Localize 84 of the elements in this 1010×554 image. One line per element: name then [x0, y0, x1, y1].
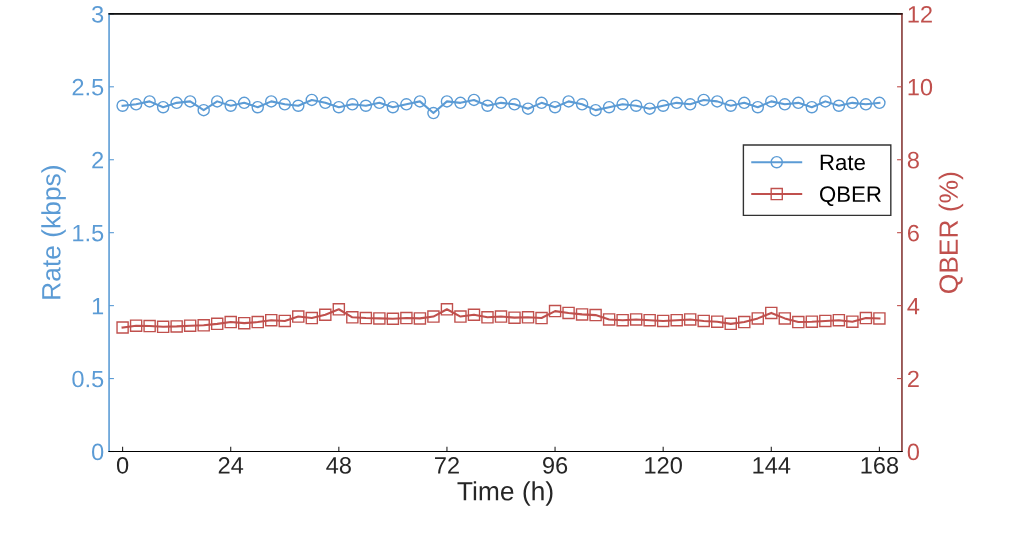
y-tick-label: 1.5: [73, 224, 104, 242]
point: [873, 312, 886, 325]
y-tick-label: 1: [92, 297, 104, 315]
point: [278, 314, 292, 328]
point: [373, 312, 386, 325]
point: [467, 308, 481, 321]
point: [386, 312, 400, 326]
point: [521, 311, 535, 324]
y2-tick-label: 10: [908, 78, 933, 96]
legend-label: Rate: [820, 154, 865, 171]
y2-tick-label: 2: [907, 370, 919, 388]
point: [508, 311, 521, 324]
point: [332, 303, 346, 316]
point: [170, 320, 183, 333]
y2-tick-label: 8: [907, 151, 919, 169]
point: [643, 313, 656, 327]
y-axis-title: Rate (kbps): [41, 166, 66, 299]
point: [548, 304, 562, 318]
point: [481, 311, 494, 324]
point: [697, 314, 710, 328]
point: [265, 313, 278, 327]
point: [602, 313, 616, 326]
point: [237, 316, 251, 330]
point: [629, 313, 643, 326]
x-tick-label: 72: [435, 456, 459, 474]
point: [454, 310, 467, 323]
y-tick-label: 0: [92, 443, 104, 461]
x-tick-label: 48: [326, 456, 351, 474]
y2-tick-label: 12: [908, 5, 932, 23]
x-tick-label: 144: [753, 457, 791, 474]
point: [494, 310, 508, 323]
y2-axis-title: QBER (%): [938, 172, 964, 294]
point: [413, 312, 427, 325]
point: [319, 308, 332, 321]
y2-tick-label: 4: [907, 297, 920, 315]
point: [656, 314, 670, 328]
point: [562, 306, 575, 320]
point: [535, 311, 548, 325]
point: [765, 306, 778, 320]
point: [819, 314, 832, 328]
point: [846, 315, 859, 328]
point: [156, 320, 170, 334]
y2-tick-label: 6: [907, 224, 919, 242]
y-tick-label: 2: [92, 151, 104, 169]
legend-label: QBER: [820, 186, 881, 207]
point: [251, 315, 264, 329]
y-tick-label: 2.5: [72, 78, 104, 96]
y-tick-label: 3: [91, 5, 104, 23]
point: [670, 313, 683, 327]
point: [116, 321, 129, 334]
point: [859, 311, 873, 325]
x-tick-label: 96: [543, 456, 568, 474]
x-tick-label: 168: [861, 456, 899, 474]
point: [210, 317, 224, 331]
point: [738, 315, 751, 329]
point: [143, 319, 156, 333]
point: [710, 315, 724, 328]
y-tick-label: 0.5: [72, 370, 104, 388]
y2-tick-label: 0: [907, 443, 919, 461]
point: [346, 311, 359, 324]
point: [778, 312, 792, 325]
point: [183, 319, 197, 332]
point: [792, 315, 805, 329]
x-axis-title: Time (h): [457, 481, 553, 506]
x-tick-label: 120: [645, 456, 682, 474]
point: [805, 315, 819, 328]
point: [197, 319, 210, 332]
point: [292, 310, 305, 323]
point: [427, 310, 440, 323]
x-tick-label: 24: [218, 456, 244, 474]
point: [400, 311, 413, 325]
point: [751, 312, 765, 325]
point: [359, 311, 373, 325]
point: [575, 308, 589, 321]
x-tick-label: 0: [116, 456, 129, 474]
point: [305, 311, 319, 325]
point: [724, 317, 737, 331]
point: [129, 319, 143, 332]
point: [589, 308, 602, 322]
point: [616, 313, 629, 327]
point: [440, 303, 454, 316]
point: [224, 315, 237, 329]
point: [683, 313, 697, 326]
point: [832, 313, 846, 327]
